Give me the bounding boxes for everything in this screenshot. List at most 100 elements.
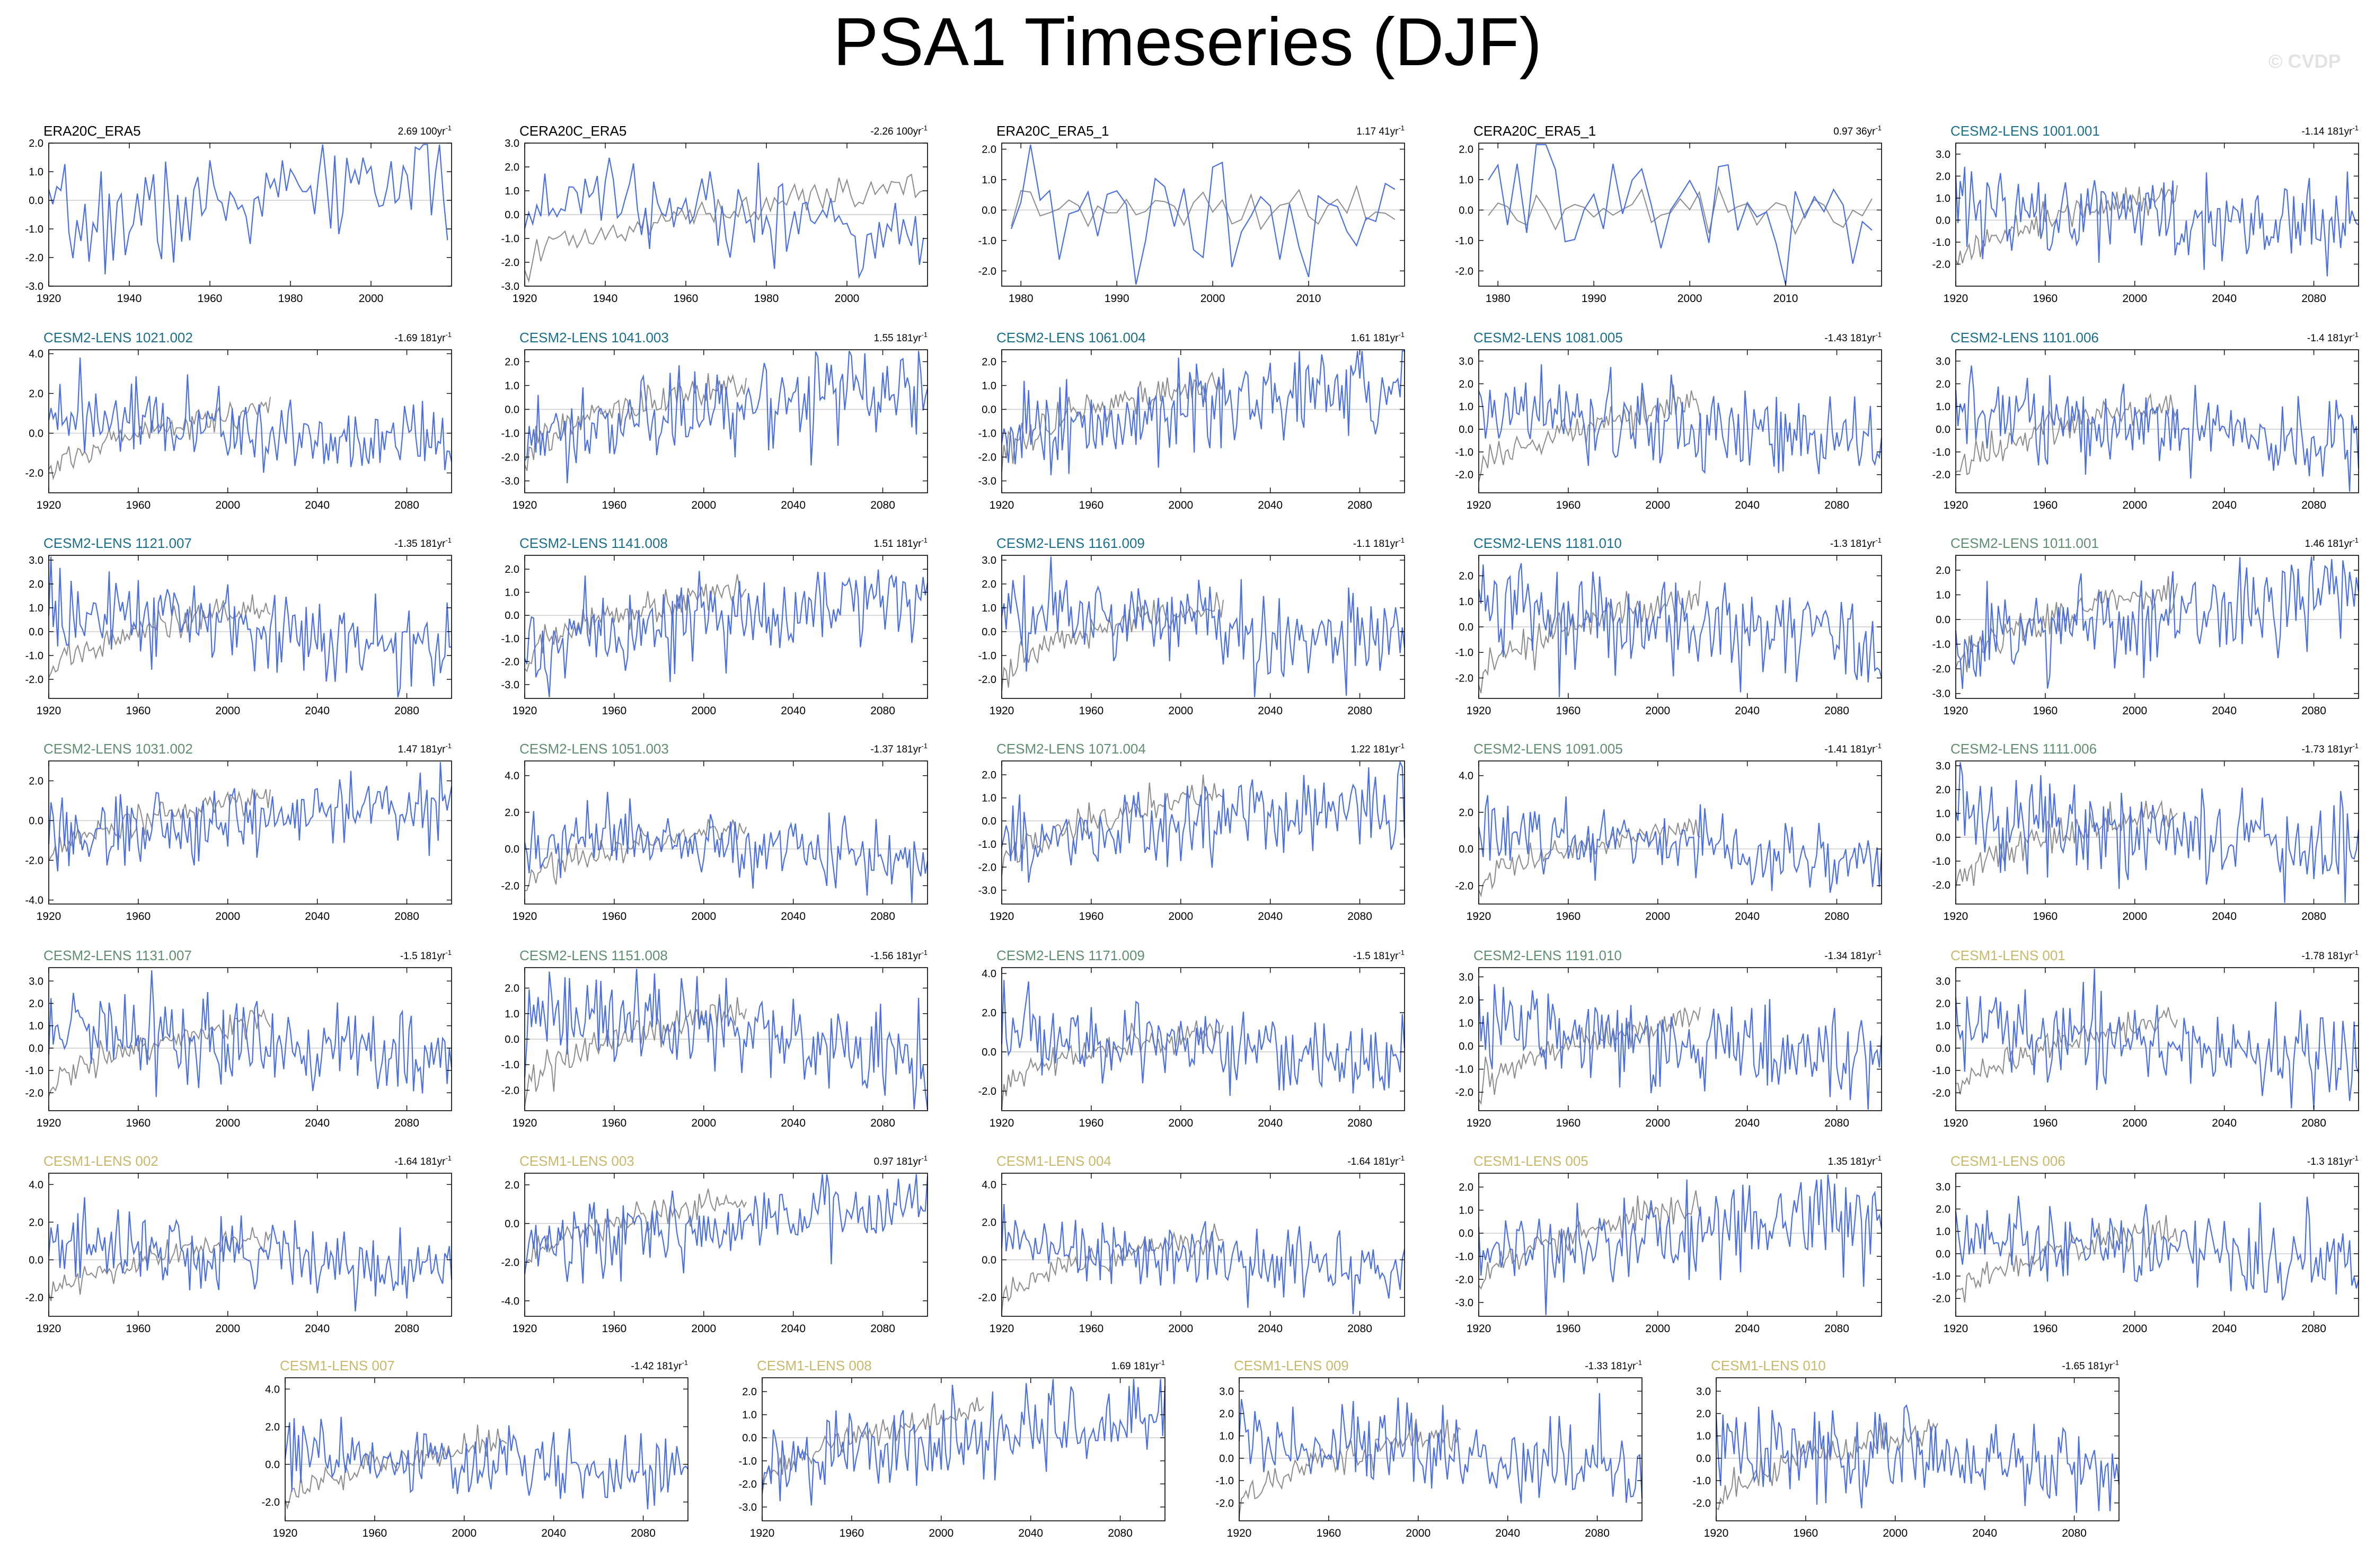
x-tick-label: 1960 (126, 910, 151, 923)
trend-exponent: -1 (2352, 1154, 2359, 1162)
observation-series-line (1478, 581, 1701, 694)
y-tick-label: -2.0 (25, 1087, 43, 1099)
trend-exponent: -1 (1398, 1154, 1405, 1162)
y-tick-label: -1.0 (501, 1059, 519, 1071)
model-series-line (1478, 364, 1883, 474)
y-tick-label: 1.0 (1219, 1431, 1234, 1442)
chart-panel: ERA20C_ERA5 2.69 100yr-1 2.0 1.0 0.0 -1.0 -2.0… (25, 123, 452, 305)
x-tick-label: 2080 (2301, 910, 2326, 923)
y-tick-label: 1.0 (29, 166, 43, 178)
x-tick-label: 2080 (1347, 705, 1372, 717)
y-tick-label: -1.0 (978, 839, 996, 851)
x-tick-label: 1920 (1227, 1527, 1252, 1539)
y-tick-label: -1.0 (1932, 1065, 1950, 1077)
observation-series-line (524, 373, 747, 471)
y-tick-label: 1.0 (1459, 596, 1473, 608)
y-tick-label: 0.0 (1459, 1041, 1473, 1052)
x-tick-label: 2080 (1108, 1527, 1133, 1539)
observation-series-line (48, 594, 271, 678)
chart-panel: CERA20C_ERA5_1 0.97 36yr-1 2.0 1.0 0.0 -1.0 -2… (1455, 123, 1882, 305)
trend-exponent: -1 (1398, 742, 1405, 750)
panel-title: CERA20C_ERA5_1 (1473, 123, 1596, 139)
y-tick-label: 0.0 (1696, 1453, 1711, 1465)
trend-exponent: -1 (1875, 124, 1882, 132)
y-tick-label: -3.0 (739, 1502, 757, 1513)
y-tick-label: 2.0 (505, 357, 519, 368)
y-tick-label: -1.0 (1693, 1475, 1711, 1487)
y-tick-label: 3.0 (1936, 1181, 1950, 1193)
y-tick-label: 1.0 (29, 1021, 43, 1032)
panel-title: CESM1-LENS 009 (1234, 1358, 1349, 1374)
x-tick-label: 1960 (363, 1527, 387, 1539)
y-tick-label: -1.0 (25, 224, 43, 235)
x-tick-label: 2040 (1258, 1323, 1283, 1335)
y-tick-label: -2.0 (25, 855, 43, 867)
y-tick-label: 1.0 (982, 793, 996, 804)
y-tick-label: -2.0 (1455, 672, 1473, 684)
x-tick-label: 1920 (1944, 1117, 1968, 1129)
chart-panel: CESM2-LENS 1101.006 -1.4 181yr-1 3.0 2.0 1.0… (1932, 330, 2360, 511)
x-tick-label: 2010 (1296, 293, 1321, 305)
y-tick-label: -2.0 (1455, 880, 1473, 892)
panel-title: CESM1-LENS 004 (996, 1153, 1111, 1169)
x-tick-label: 1920 (1467, 705, 1491, 717)
panel-title: CESM1-LENS 003 (519, 1153, 634, 1169)
y-tick-label: 2.0 (1936, 784, 1950, 796)
y-tick-label: -2.0 (1932, 259, 1950, 270)
x-tick-label: 2000 (1168, 499, 1193, 511)
model-series-line (1955, 1195, 2360, 1301)
y-tick-label: 4.0 (265, 1384, 280, 1395)
x-tick-label: 2040 (1258, 705, 1283, 717)
trend-label: 1.55 181yr-1 (874, 331, 928, 344)
y-tick-label: 0.0 (505, 404, 519, 416)
y-tick-label: 0.0 (265, 1459, 280, 1470)
model-series-line (48, 556, 452, 698)
x-tick-label: 2080 (394, 1323, 419, 1335)
x-tick-label: 2040 (1972, 1527, 1997, 1539)
y-tick-label: -2.0 (1932, 469, 1950, 481)
x-tick-label: 2080 (870, 1117, 895, 1129)
x-tick-label: 2080 (2301, 1117, 2326, 1129)
y-tick-label: 0.0 (1936, 614, 1950, 626)
y-tick-label: -3.0 (1932, 688, 1950, 700)
trend-label: -1.78 181yr-1 (2301, 949, 2359, 962)
chart-panel: CESM2-LENS 1191.010 -1.34 181yr-1 3.0 2.0 1.… (1455, 947, 1883, 1129)
x-tick-label: 2010 (1773, 293, 1798, 305)
chart-panel: CESM2-LENS 1131.007 -1.5 181yr-1 3.0 2.0 1.0… (25, 947, 453, 1129)
model-series-line (1955, 166, 2359, 277)
y-tick-label: 2.0 (742, 1386, 757, 1398)
y-tick-label: 1.0 (982, 603, 996, 614)
plot-frame (285, 1377, 688, 1521)
y-tick-label: 3.0 (982, 555, 996, 566)
y-tick-label: 1.0 (742, 1410, 757, 1421)
model-series-line (1011, 144, 1396, 285)
y-tick-label: 2.0 (1696, 1408, 1711, 1420)
plot-frame (1478, 967, 1882, 1111)
y-tick-label: 1.0 (1936, 808, 1950, 820)
chart-panel: CESM1-LENS 004 -1.64 181yr-1 4.0 2.0 0.0 -2.0… (978, 1153, 1406, 1335)
plot-frame (1716, 1377, 2120, 1521)
model-series-line (1478, 795, 1883, 893)
x-tick-label: 1920 (513, 705, 537, 717)
x-tick-label: 1920 (750, 1527, 775, 1539)
x-tick-label: 1940 (117, 293, 142, 305)
panel-title: CESM2-LENS 1031.002 (43, 741, 193, 757)
x-tick-label: 2000 (1168, 705, 1193, 717)
plot-frame (1478, 143, 1882, 287)
trend-label: -2.26 100yr-1 (870, 124, 928, 137)
y-tick-label: -3.0 (978, 476, 996, 488)
plot-frame (1478, 349, 1882, 493)
x-tick-label: 2040 (1018, 1527, 1043, 1539)
panel-title: CESM2-LENS 1171.009 (996, 947, 1145, 963)
panel-title: CESM2-LENS 1001.001 (1950, 123, 2100, 139)
x-tick-label: 2000 (1200, 293, 1225, 305)
plot-frame (524, 1173, 928, 1317)
y-tick-label: -4.0 (25, 895, 43, 907)
trend-exponent: -1 (921, 331, 928, 339)
x-tick-label: 2000 (359, 293, 384, 305)
model-series-line (48, 1197, 453, 1312)
panel-title: ERA20C_ERA5_1 (996, 123, 1109, 139)
panel-title: CESM2-LENS 1051.003 (519, 741, 669, 757)
trend-label: -1.41 181yr-1 (1824, 742, 1882, 755)
x-tick-label: 2040 (305, 499, 330, 511)
